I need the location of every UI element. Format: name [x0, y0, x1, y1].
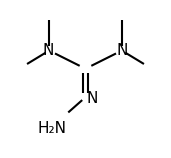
Text: N: N — [117, 43, 128, 58]
Text: N: N — [86, 91, 98, 106]
Text: N: N — [43, 43, 54, 58]
Text: H₂N: H₂N — [37, 121, 66, 136]
